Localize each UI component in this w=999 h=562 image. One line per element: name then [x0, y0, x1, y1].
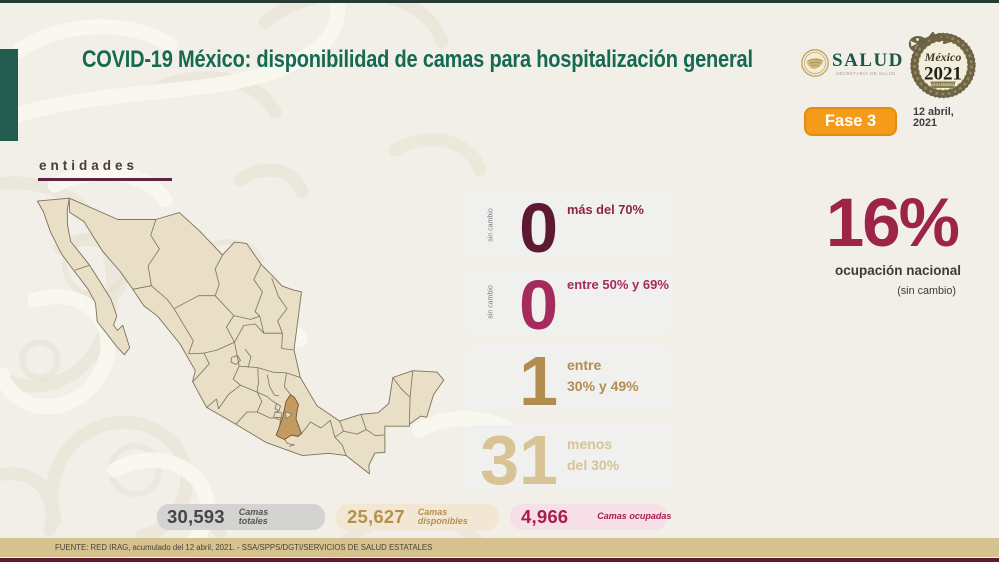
badge-camas-ocupadas: 4,966 Camas ocupadas	[510, 504, 671, 530]
national-occupancy-note: (sin cambio)	[897, 285, 956, 297]
badge-camas-disponibles: 25,627 Camas disponibles	[336, 504, 499, 530]
occupancy-row-value: 1	[519, 342, 558, 420]
occupancy-row-label: entre 30% y 49%	[567, 357, 639, 394]
occupancy-row-label: más del 70%	[567, 202, 644, 217]
badge-value: 30,593	[167, 506, 225, 527]
occupancy-row-menos-30: 31 menos del 30%	[460, 425, 676, 495]
mexico-2021-emblem: México 2021 Año de la Independencia	[908, 31, 976, 99]
salud-seal-icon	[801, 49, 829, 77]
top-strip	[0, 0, 999, 3]
page-title: COVID-19 México: disponibilidad de camas…	[82, 46, 753, 73]
date-line2: 2021	[913, 117, 938, 129]
mexico-2021-ribbon: Año de la Independencia	[932, 82, 954, 87]
title-accent-bar	[0, 49, 18, 141]
occupancy-row-50-69: sin cambio 0 entre 50% y 69%	[460, 270, 676, 340]
bottom-strip	[0, 558, 999, 562]
footer-source: FUENTE: RED IRAG, acumulado del 12 abril…	[55, 543, 433, 552]
footer-bar: FUENTE: RED IRAG, acumulado del 12 abril…	[0, 538, 999, 557]
map-mainland	[68, 197, 445, 475]
entidades-label: entidades	[39, 158, 139, 173]
national-occupancy-label: ocupación nacional	[834, 263, 961, 278]
badge-label: Camas ocupadas	[597, 511, 672, 522]
fase-badge: Fase 3	[804, 107, 897, 136]
mexico-2021-script: México	[924, 50, 962, 64]
occupancy-row-30-49: 1 entre 30% y 49%	[460, 346, 676, 416]
map-state-tlaxcala	[285, 410, 293, 420]
badge-label: Camas disponibles	[417, 506, 468, 526]
badge-value: 25,627	[347, 506, 405, 527]
map-baja-california	[36, 197, 131, 356]
national-occupancy-value: 16%	[825, 184, 960, 261]
badge-camas-totales: 30,593 Camas totales	[157, 504, 325, 530]
occupancy-row-value: 0	[519, 189, 558, 267]
occupancy-row-mas-70: sin cambio 0 más del 70%	[460, 193, 676, 263]
occupancy-row-value: 0	[519, 266, 558, 344]
salud-subtitle: SECRETARÍA DE SALUD	[836, 71, 896, 76]
mexico-2021-year: 2021	[924, 64, 962, 85]
map-state-borders	[74, 219, 414, 456]
occupancy-row-value: 31	[480, 421, 558, 499]
badge-value: 4,966	[521, 506, 569, 527]
entidades-underline	[38, 178, 172, 181]
occupancy-row-label: menos del 30%	[567, 436, 620, 473]
date: 12 abril, 2021	[913, 107, 993, 129]
date-line1: 12 abril,	[913, 106, 954, 118]
occupancy-row-label: entre 50% y 69%	[567, 277, 669, 292]
fase-label: Fase 3	[824, 112, 877, 130]
salud-wordmark: SALUD	[832, 50, 904, 71]
mexico-map	[36, 197, 445, 475]
badge-label: Camas totales	[238, 506, 269, 526]
